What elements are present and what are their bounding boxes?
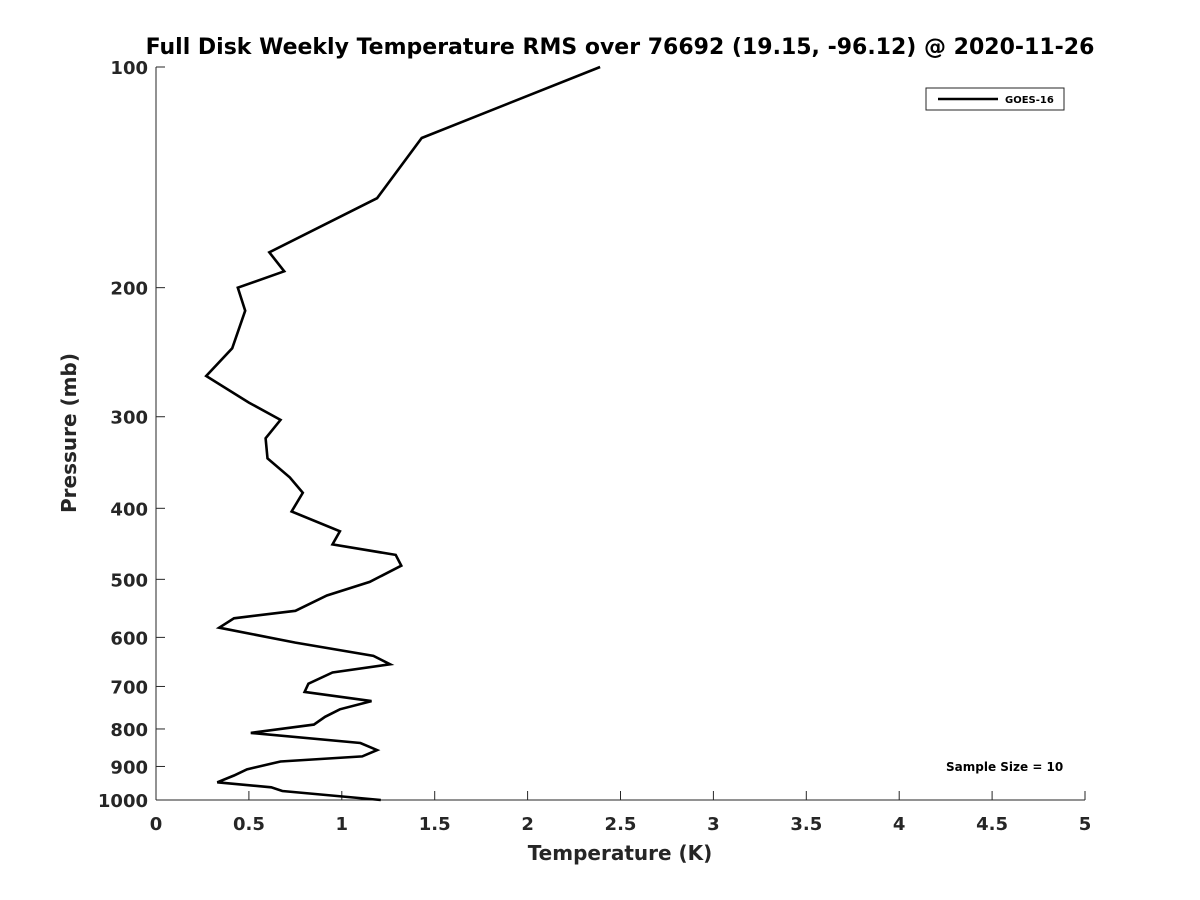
sample-size-annotation: Sample Size = 10 — [946, 760, 1063, 774]
y-axis-label: Pressure (mb) — [57, 353, 81, 513]
y-tick-label: 100 — [110, 58, 148, 79]
y-axis-ticks: 100 200 300 400 500 600 700 800 900 1000 — [98, 58, 165, 812]
legend: GOES-16 — [925, 87, 1065, 111]
x-axis-label: Temperature (K) — [528, 841, 713, 865]
x-tick-label: 4.5 — [976, 814, 1008, 835]
y-tick-label: 400 — [110, 499, 148, 520]
y-tick-label: 700 — [110, 677, 148, 698]
plot-area: 0 0.5 1 1.5 2 2.5 3 3.5 4 4.5 5 100 200 300 400 500 600… — [98, 58, 1091, 835]
y-tick-label: 200 — [110, 279, 148, 300]
x-tick-label: 0 — [150, 814, 163, 835]
x-tick-label: 2 — [521, 814, 534, 835]
x-tick-label: 5 — [1079, 814, 1092, 835]
series-layer — [204, 65, 601, 802]
y-tick-label: 1000 — [98, 791, 148, 812]
x-tick-label: 3.5 — [790, 814, 822, 835]
x-tick-label: 1.5 — [419, 814, 451, 835]
x-axis-ticks: 0 0.5 1 1.5 2 2.5 3 3.5 4 4.5 5 — [150, 791, 1092, 835]
y-tick-label: 800 — [110, 720, 148, 741]
series-line-goes-16 — [204, 65, 601, 802]
chart-title: Full Disk Weekly Temperature RMS over 76… — [146, 35, 1095, 60]
x-tick-label: 3 — [707, 814, 720, 835]
y-tick-label: 500 — [110, 570, 148, 591]
legend-label: GOES-16 — [1005, 95, 1054, 106]
y-tick-label: 300 — [110, 408, 148, 429]
y-tick-label: 900 — [110, 757, 148, 778]
x-tick-label: 2.5 — [605, 814, 637, 835]
x-tick-label: 1 — [336, 814, 349, 835]
x-tick-label: 0.5 — [233, 814, 265, 835]
y-tick-label: 600 — [110, 628, 148, 649]
x-tick-label: 4 — [893, 814, 906, 835]
